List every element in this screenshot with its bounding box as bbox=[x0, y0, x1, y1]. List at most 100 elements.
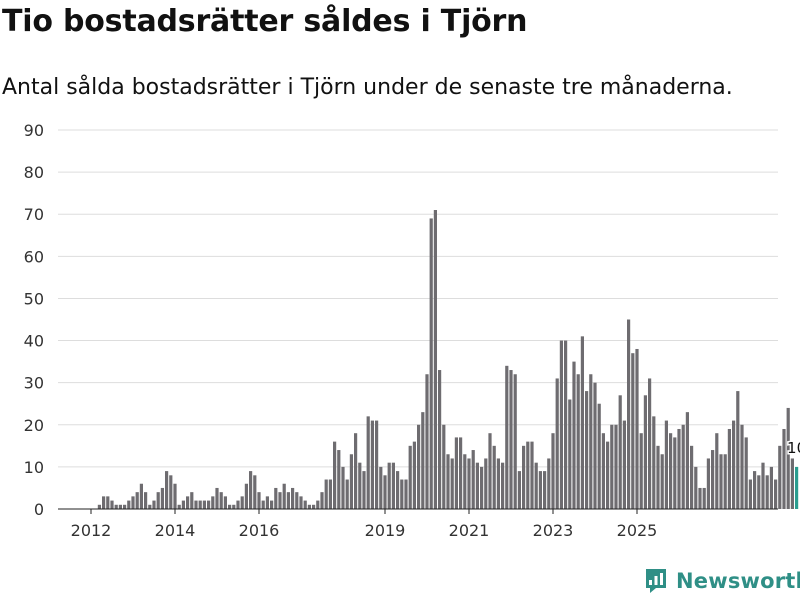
y-axis-ticks: 0 10 20 30 40 50 60 70 80 90 bbox=[24, 121, 44, 519]
y-tick-label: 10 bbox=[24, 458, 44, 477]
bar bbox=[438, 370, 442, 509]
bar bbox=[228, 504, 232, 509]
bar bbox=[135, 492, 139, 509]
bar bbox=[421, 412, 425, 509]
bar bbox=[757, 475, 761, 509]
bar bbox=[316, 500, 320, 509]
bar bbox=[202, 500, 206, 509]
bar bbox=[585, 391, 589, 509]
bar bbox=[370, 420, 374, 509]
bar bbox=[282, 483, 286, 509]
bar bbox=[790, 458, 794, 509]
bar bbox=[589, 374, 593, 509]
bar bbox=[396, 471, 400, 509]
bar bbox=[211, 496, 215, 509]
y-tick-label: 80 bbox=[24, 163, 44, 182]
bar bbox=[467, 458, 471, 509]
bar bbox=[505, 365, 509, 509]
y-tick-label: 60 bbox=[24, 247, 44, 266]
bar bbox=[354, 433, 358, 509]
bar bbox=[417, 424, 421, 509]
bar bbox=[148, 504, 152, 509]
bar bbox=[236, 500, 240, 509]
bar bbox=[774, 479, 778, 509]
bar bbox=[366, 416, 370, 509]
bar bbox=[614, 424, 618, 509]
bar bbox=[190, 492, 194, 509]
bar bbox=[295, 492, 299, 509]
bar bbox=[265, 496, 269, 509]
chart-subtitle: Antal sålda bostadsrätter i Tjörn under … bbox=[2, 75, 733, 100]
bar bbox=[648, 378, 652, 509]
bar bbox=[568, 399, 572, 509]
last-value-label: 10 bbox=[787, 439, 800, 457]
x-tick-label: 2016 bbox=[239, 521, 280, 540]
bar bbox=[131, 496, 135, 509]
bar bbox=[454, 437, 458, 509]
bar bbox=[362, 471, 366, 509]
bar bbox=[530, 441, 534, 509]
bar bbox=[307, 504, 311, 509]
bar bbox=[748, 479, 752, 509]
bar bbox=[106, 496, 110, 509]
bar bbox=[753, 471, 757, 509]
bar bbox=[534, 462, 538, 509]
bar bbox=[240, 496, 244, 509]
bar bbox=[769, 466, 773, 509]
newsworthy-logo-icon bbox=[646, 569, 666, 593]
x-tick-label: 2019 bbox=[365, 521, 406, 540]
bar bbox=[341, 466, 345, 509]
bar bbox=[715, 433, 719, 509]
bar bbox=[580, 336, 584, 509]
bar bbox=[257, 492, 261, 509]
bar bbox=[169, 475, 173, 509]
bar bbox=[446, 454, 450, 509]
bar bbox=[517, 471, 521, 509]
bar bbox=[198, 500, 202, 509]
bar bbox=[404, 479, 408, 509]
bar bbox=[459, 437, 463, 509]
bar bbox=[484, 458, 488, 509]
bar bbox=[702, 487, 706, 509]
bar bbox=[156, 492, 160, 509]
bar bbox=[274, 487, 278, 509]
bar bbox=[118, 504, 122, 509]
data-labels: 10 bbox=[786, 437, 800, 458]
bar bbox=[177, 504, 181, 509]
bar bbox=[732, 420, 736, 509]
bar bbox=[345, 479, 349, 509]
bar bbox=[690, 445, 694, 509]
bar bbox=[564, 340, 568, 509]
bar bbox=[270, 500, 274, 509]
bar bbox=[324, 479, 328, 509]
y-tick-label: 30 bbox=[24, 374, 44, 393]
bar bbox=[555, 378, 559, 509]
bar bbox=[123, 504, 127, 509]
bar bbox=[694, 466, 698, 509]
bar bbox=[643, 395, 647, 509]
bar bbox=[223, 496, 227, 509]
bar bbox=[660, 454, 664, 509]
bar bbox=[547, 458, 551, 509]
x-tick-label: 2014 bbox=[155, 521, 196, 540]
brand-logo[interactable]: Newsworthy bbox=[644, 568, 800, 594]
bar bbox=[450, 458, 454, 509]
bar bbox=[664, 420, 668, 509]
bar bbox=[320, 492, 324, 509]
bar bbox=[572, 361, 576, 509]
bar bbox=[669, 433, 673, 509]
bar bbox=[152, 500, 156, 509]
bar bbox=[496, 458, 500, 509]
bar bbox=[379, 466, 383, 509]
bar bbox=[387, 462, 391, 509]
bar bbox=[618, 395, 622, 509]
bar bbox=[102, 496, 106, 509]
bar bbox=[559, 340, 563, 509]
bar bbox=[215, 487, 219, 509]
bar bbox=[786, 407, 790, 509]
bar bbox=[383, 475, 387, 509]
y-tick-label: 20 bbox=[24, 416, 44, 435]
bar bbox=[681, 424, 685, 509]
bar bbox=[312, 504, 316, 509]
bar bbox=[765, 475, 769, 509]
